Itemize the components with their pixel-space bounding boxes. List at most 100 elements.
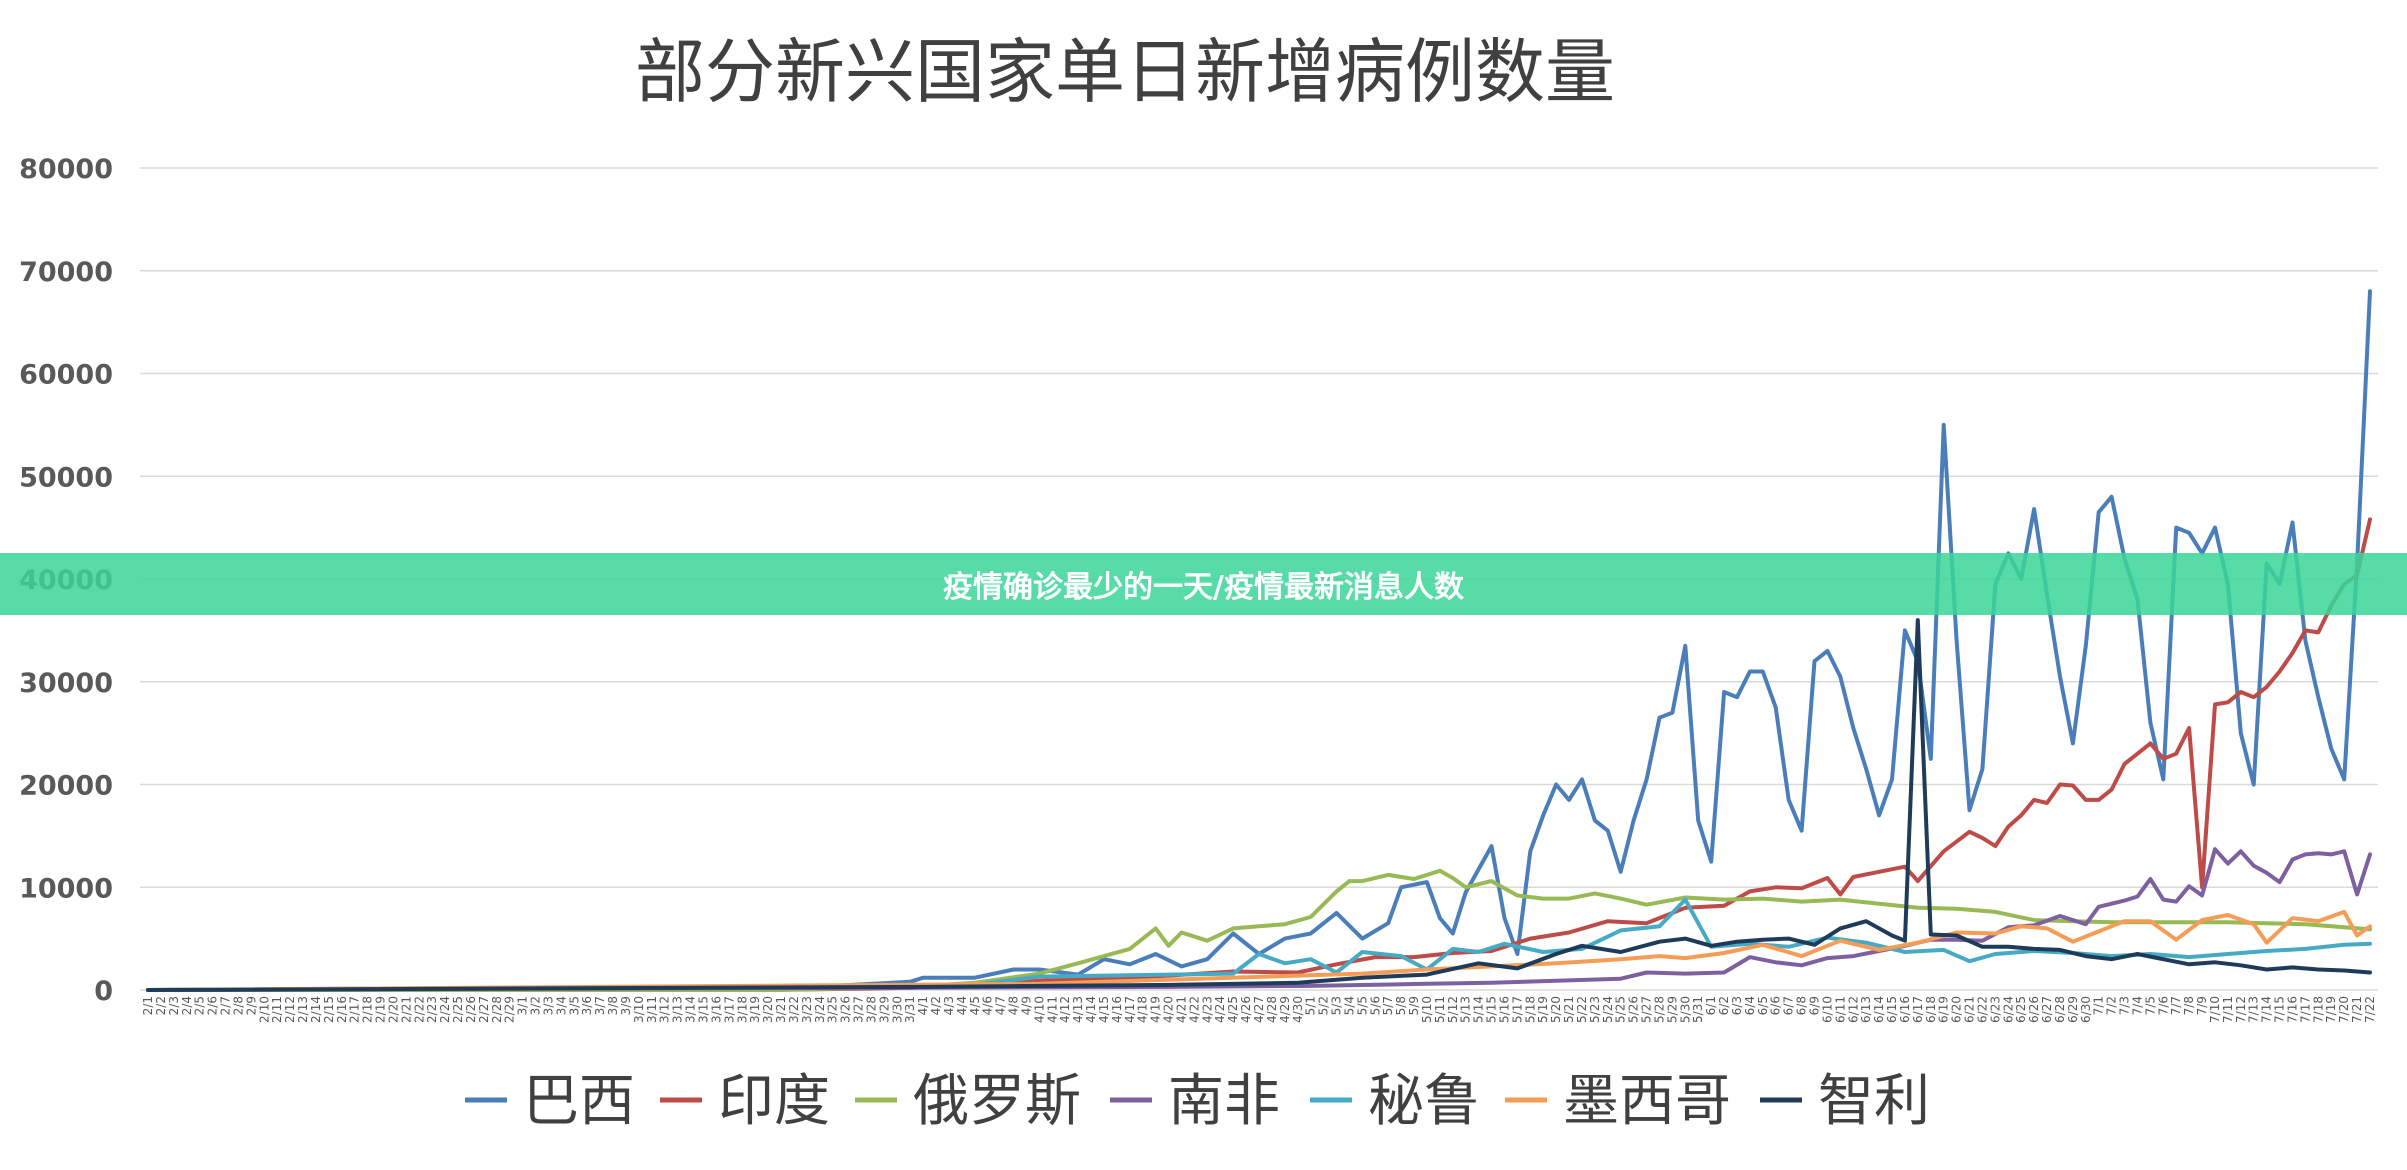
x-tick-label: 5/8 (1394, 996, 1408, 1015)
x-tick-label: 3/6 (580, 996, 594, 1015)
x-tick-label: 7/8 (2182, 996, 2196, 1015)
x-tick-label: 4/29 (1278, 996, 1292, 1023)
x-tick-label: 4/6 (981, 996, 995, 1015)
x-tick-label: 3/21 (774, 996, 788, 1023)
x-tick-label: 2/23 (425, 996, 439, 1023)
x-tick-label: 3/17 (722, 996, 736, 1023)
x-tick-label: 3/1 (516, 996, 530, 1015)
x-tick-label: 2/24 (438, 996, 452, 1023)
series-line-南非 (146, 847, 2372, 992)
x-tick-label: 3/10 (632, 996, 646, 1023)
x-tick-label: 7/4 (2130, 996, 2144, 1015)
x-tick-label: 5/19 (1536, 996, 1550, 1023)
x-tick-label: 2/28 (490, 996, 504, 1023)
x-tick-label: 6/29 (2066, 996, 2080, 1023)
x-tick-label: 2/16 (335, 996, 349, 1023)
x-tick-label: 2/8 (231, 996, 245, 1015)
x-tick-label: 4/19 (1149, 996, 1163, 1023)
x-tick-label: 6/27 (2040, 996, 2054, 1023)
x-tick-label: 2/5 (193, 996, 207, 1015)
x-tick-label: 2/15 (322, 996, 336, 1023)
x-tick-label: 4/3 (942, 996, 956, 1015)
x-tick-label: 5/11 (1433, 996, 1447, 1023)
x-tick-label: 6/8 (1795, 996, 1809, 1015)
x-tick-label: 2/19 (374, 996, 388, 1023)
x-tick-label: 4/17 (1123, 996, 1137, 1023)
x-tick-label: 2/3 (167, 996, 181, 1015)
x-tick-label: 5/10 (1420, 996, 1434, 1023)
legend-label: 印度 (718, 1069, 830, 1134)
x-tick-label: 2/14 (309, 996, 323, 1023)
x-tick-label: 5/25 (1614, 996, 1628, 1023)
x-tick-label: 6/26 (2027, 996, 2041, 1023)
x-tick-label: 5/17 (1510, 996, 1524, 1023)
x-tick-label: 6/21 (1963, 996, 1977, 1023)
x-tick-label: 6/15 (1885, 996, 1899, 1023)
x-tick-label: 2/20 (386, 996, 400, 1023)
x-tick-label: 7/3 (2118, 996, 2132, 1015)
x-tick-label: 4/24 (1213, 996, 1227, 1023)
y-tick-label: 20000 (19, 771, 113, 802)
x-tick-label: 3/19 (748, 996, 762, 1023)
x-tick-label: 6/2 (1717, 996, 1731, 1015)
x-tick-label: 4/20 (1162, 996, 1176, 1023)
x-tick-label: 2/2 (154, 996, 168, 1015)
series-line-印度 (146, 517, 2372, 992)
x-tick-label: 4/26 (1239, 996, 1253, 1023)
x-tick-label: 5/5 (1355, 996, 1369, 1015)
x-tick-label: 6/18 (1924, 996, 1938, 1023)
x-tick-label: 6/17 (1911, 996, 1925, 1023)
x-tick-label: 6/6 (1769, 996, 1783, 1015)
y-tick-label: 30000 (19, 668, 113, 699)
x-tick-label: 6/9 (1808, 996, 1822, 1015)
chart-legend: 巴西 印度 俄罗斯 南非 秘鲁 墨西哥 智利 (465, 1069, 1930, 1134)
x-tick-label: 7/14 (2260, 996, 2274, 1023)
x-tick-label: 2/22 (412, 996, 426, 1023)
x-tick-label: 5/14 (1472, 996, 1486, 1023)
x-tick-label: 6/14 (1872, 996, 1886, 1023)
x-tick-label: 6/30 (2079, 996, 2093, 1023)
legend-label: 巴西 (523, 1069, 635, 1134)
x-tick-label: 2/13 (296, 996, 310, 1023)
x-tick-label: 5/31 (1691, 996, 1705, 1023)
x-tick-label: 2/6 (206, 996, 220, 1015)
x-tick-label: 3/15 (697, 996, 711, 1023)
x-tick-label: 3/4 (554, 996, 568, 1015)
x-tick-label: 5/4 (1342, 996, 1356, 1015)
x-tick-label: 4/13 (1071, 996, 1085, 1023)
x-tick-label: 7/20 (2337, 996, 2351, 1023)
x-tick-label: 2/29 (503, 996, 517, 1023)
x-tick-label: 4/27 (1252, 996, 1266, 1023)
x-tick-label: 5/21 (1562, 996, 1576, 1023)
x-tick-label: 4/30 (1291, 996, 1305, 1023)
x-tick-label: 4/9 (1019, 996, 1033, 1015)
series-line-墨西哥 (146, 909, 2372, 992)
x-tick-label: 5/6 (1368, 996, 1382, 1015)
y-tick-label: 70000 (19, 257, 113, 288)
x-tick-label: 4/1 (916, 996, 930, 1015)
x-tick-label: 4/11 (1045, 996, 1059, 1023)
x-tick-label: 6/10 (1820, 996, 1834, 1023)
x-tick-label: 4/7 (994, 996, 1008, 1015)
x-tick-label: 6/28 (2053, 996, 2067, 1023)
overlay-banner[interactable]: 疫情确诊最少的一天/疫情最新消息人数 (0, 553, 2407, 615)
x-tick-label: 5/7 (1381, 996, 1395, 1015)
x-tick-label: 6/16 (1898, 996, 1912, 1023)
x-tick-label: 2/7 (219, 996, 233, 1015)
x-tick-label: 2/1 (141, 996, 155, 1015)
x-tick-label: 7/1 (2092, 996, 2106, 1015)
x-tick-label: 7/19 (2324, 996, 2338, 1023)
x-tick-label: 3/12 (658, 996, 672, 1023)
x-tick-label: 3/14 (684, 996, 698, 1023)
x-tick-label: 5/24 (1601, 996, 1615, 1023)
x-tick-label: 2/10 (257, 996, 271, 1023)
x-tick-label: 7/5 (2143, 996, 2157, 1015)
x-tick-label: 3/11 (645, 996, 659, 1023)
x-tick-label: 2/4 (180, 996, 194, 1015)
x-tick-label: 4/12 (1058, 996, 1072, 1023)
x-tick-label: 4/21 (1174, 996, 1188, 1023)
x-tick-label: 4/10 (1032, 996, 1046, 1023)
x-tick-label: 4/18 (1136, 996, 1150, 1023)
x-tick-label: 7/22 (2363, 996, 2377, 1023)
x-tick-label: 3/25 (826, 996, 840, 1023)
